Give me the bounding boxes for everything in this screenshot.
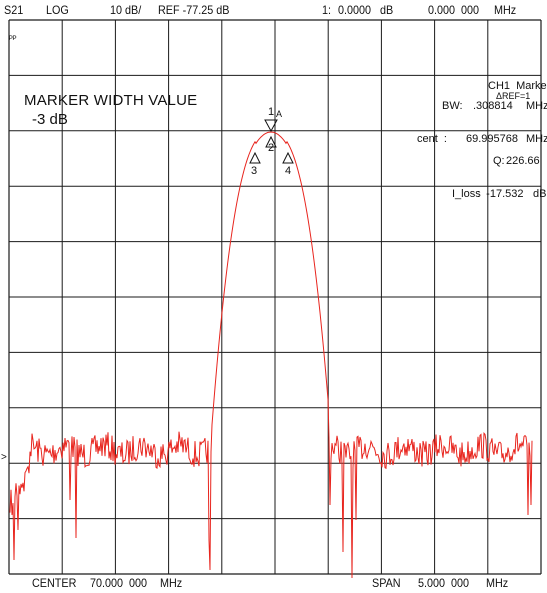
marker-4-label: 4 — [285, 165, 292, 177]
format-label[interactable]: LOG — [46, 3, 69, 17]
marker-group — [249, 119, 294, 164]
reference-level[interactable]: REF -77.25 dB — [158, 3, 230, 17]
cent-value: 69.995768 — [466, 133, 518, 145]
marker-index: 1: — [322, 3, 332, 17]
marker-value: 0.0000 — [338, 3, 372, 17]
marker-1-tag: A — [276, 109, 283, 119]
span-unit: MHz — [486, 576, 509, 590]
reference-arrow: > — [1, 452, 7, 463]
span-value[interactable]: 5.000 000 — [418, 576, 470, 590]
marker-3-label: 3 — [251, 165, 258, 177]
loss-unit: dB — [533, 188, 547, 200]
marker-4-icon[interactable] — [282, 151, 294, 164]
center-unit: MHz — [160, 576, 183, 590]
graticule — [8, 19, 542, 575]
status-bar: S21 LOG 10 dB/ REF -77.25 dB 1: 0.0000 d… — [0, 0, 547, 20]
center-value[interactable]: 70.000 000 — [90, 576, 148, 590]
marker-1-label: 1 — [268, 106, 275, 118]
cent-label: cent : — [417, 133, 447, 145]
scale-label[interactable]: 10 dB/ — [110, 3, 142, 17]
s-param-label[interactable]: S21 — [4, 3, 24, 17]
footer-bar: CENTER 70.000 000 MHz SPAN 5.000 000 MHz — [0, 574, 547, 593]
bw-unit: MHz — [526, 100, 547, 112]
corner-flag: ᴾᴾ — [9, 34, 17, 44]
marker-width-level: -3 dB — [32, 111, 68, 128]
marker-frequency: 0.000 000 — [428, 3, 480, 17]
cent-unit: MHz — [526, 133, 547, 145]
q-value: 226.66 — [506, 155, 540, 167]
marker-2-label: 2 — [268, 142, 275, 154]
bw-label: BW: — [442, 100, 463, 112]
marker-ref-mode: ΔREF=1 — [496, 91, 531, 101]
bw-value: .308814 — [473, 100, 513, 112]
span-label[interactable]: SPAN — [372, 576, 401, 590]
marker-table-header: CH1 Markers — [488, 80, 547, 92]
marker-1-icon[interactable] — [264, 119, 278, 133]
marker-width-title: MARKER WIDTH VALUE — [24, 92, 198, 109]
marker-unit: dB — [380, 3, 394, 17]
marker-2-icon[interactable] — [265, 135, 277, 148]
q-label: Q: — [493, 155, 505, 167]
marker-frequency-unit: MHz — [494, 3, 517, 17]
loss-label: I_loss — [452, 188, 481, 200]
center-label[interactable]: CENTER — [32, 576, 77, 590]
marker-3-icon[interactable] — [249, 151, 261, 164]
loss-value: : -17.532 — [477, 188, 524, 200]
